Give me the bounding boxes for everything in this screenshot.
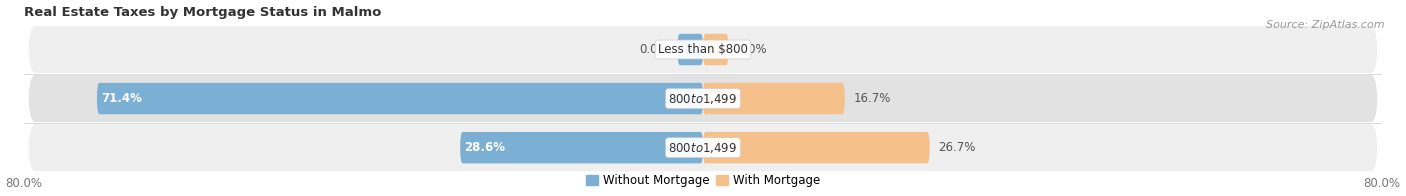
- Legend: Without Mortgage, With Mortgage: Without Mortgage, With Mortgage: [586, 174, 820, 187]
- Text: Source: ZipAtlas.com: Source: ZipAtlas.com: [1267, 20, 1385, 30]
- FancyBboxPatch shape: [28, 75, 1378, 122]
- Text: 0.0%: 0.0%: [640, 43, 669, 56]
- FancyBboxPatch shape: [703, 34, 728, 65]
- Text: $800 to $1,499: $800 to $1,499: [668, 141, 738, 155]
- Text: Real Estate Taxes by Mortgage Status in Malmo: Real Estate Taxes by Mortgage Status in …: [24, 5, 381, 19]
- Text: 26.7%: 26.7%: [938, 141, 976, 154]
- FancyBboxPatch shape: [678, 34, 703, 65]
- FancyBboxPatch shape: [703, 83, 845, 114]
- Text: 71.4%: 71.4%: [101, 92, 142, 105]
- Text: 16.7%: 16.7%: [853, 92, 890, 105]
- FancyBboxPatch shape: [28, 124, 1378, 171]
- Text: 0.0%: 0.0%: [737, 43, 766, 56]
- FancyBboxPatch shape: [460, 132, 703, 163]
- FancyBboxPatch shape: [28, 26, 1378, 73]
- FancyBboxPatch shape: [97, 83, 703, 114]
- FancyBboxPatch shape: [703, 132, 929, 163]
- Text: 28.6%: 28.6%: [464, 141, 506, 154]
- Text: $800 to $1,499: $800 to $1,499: [668, 92, 738, 106]
- Text: Less than $800: Less than $800: [658, 43, 748, 56]
